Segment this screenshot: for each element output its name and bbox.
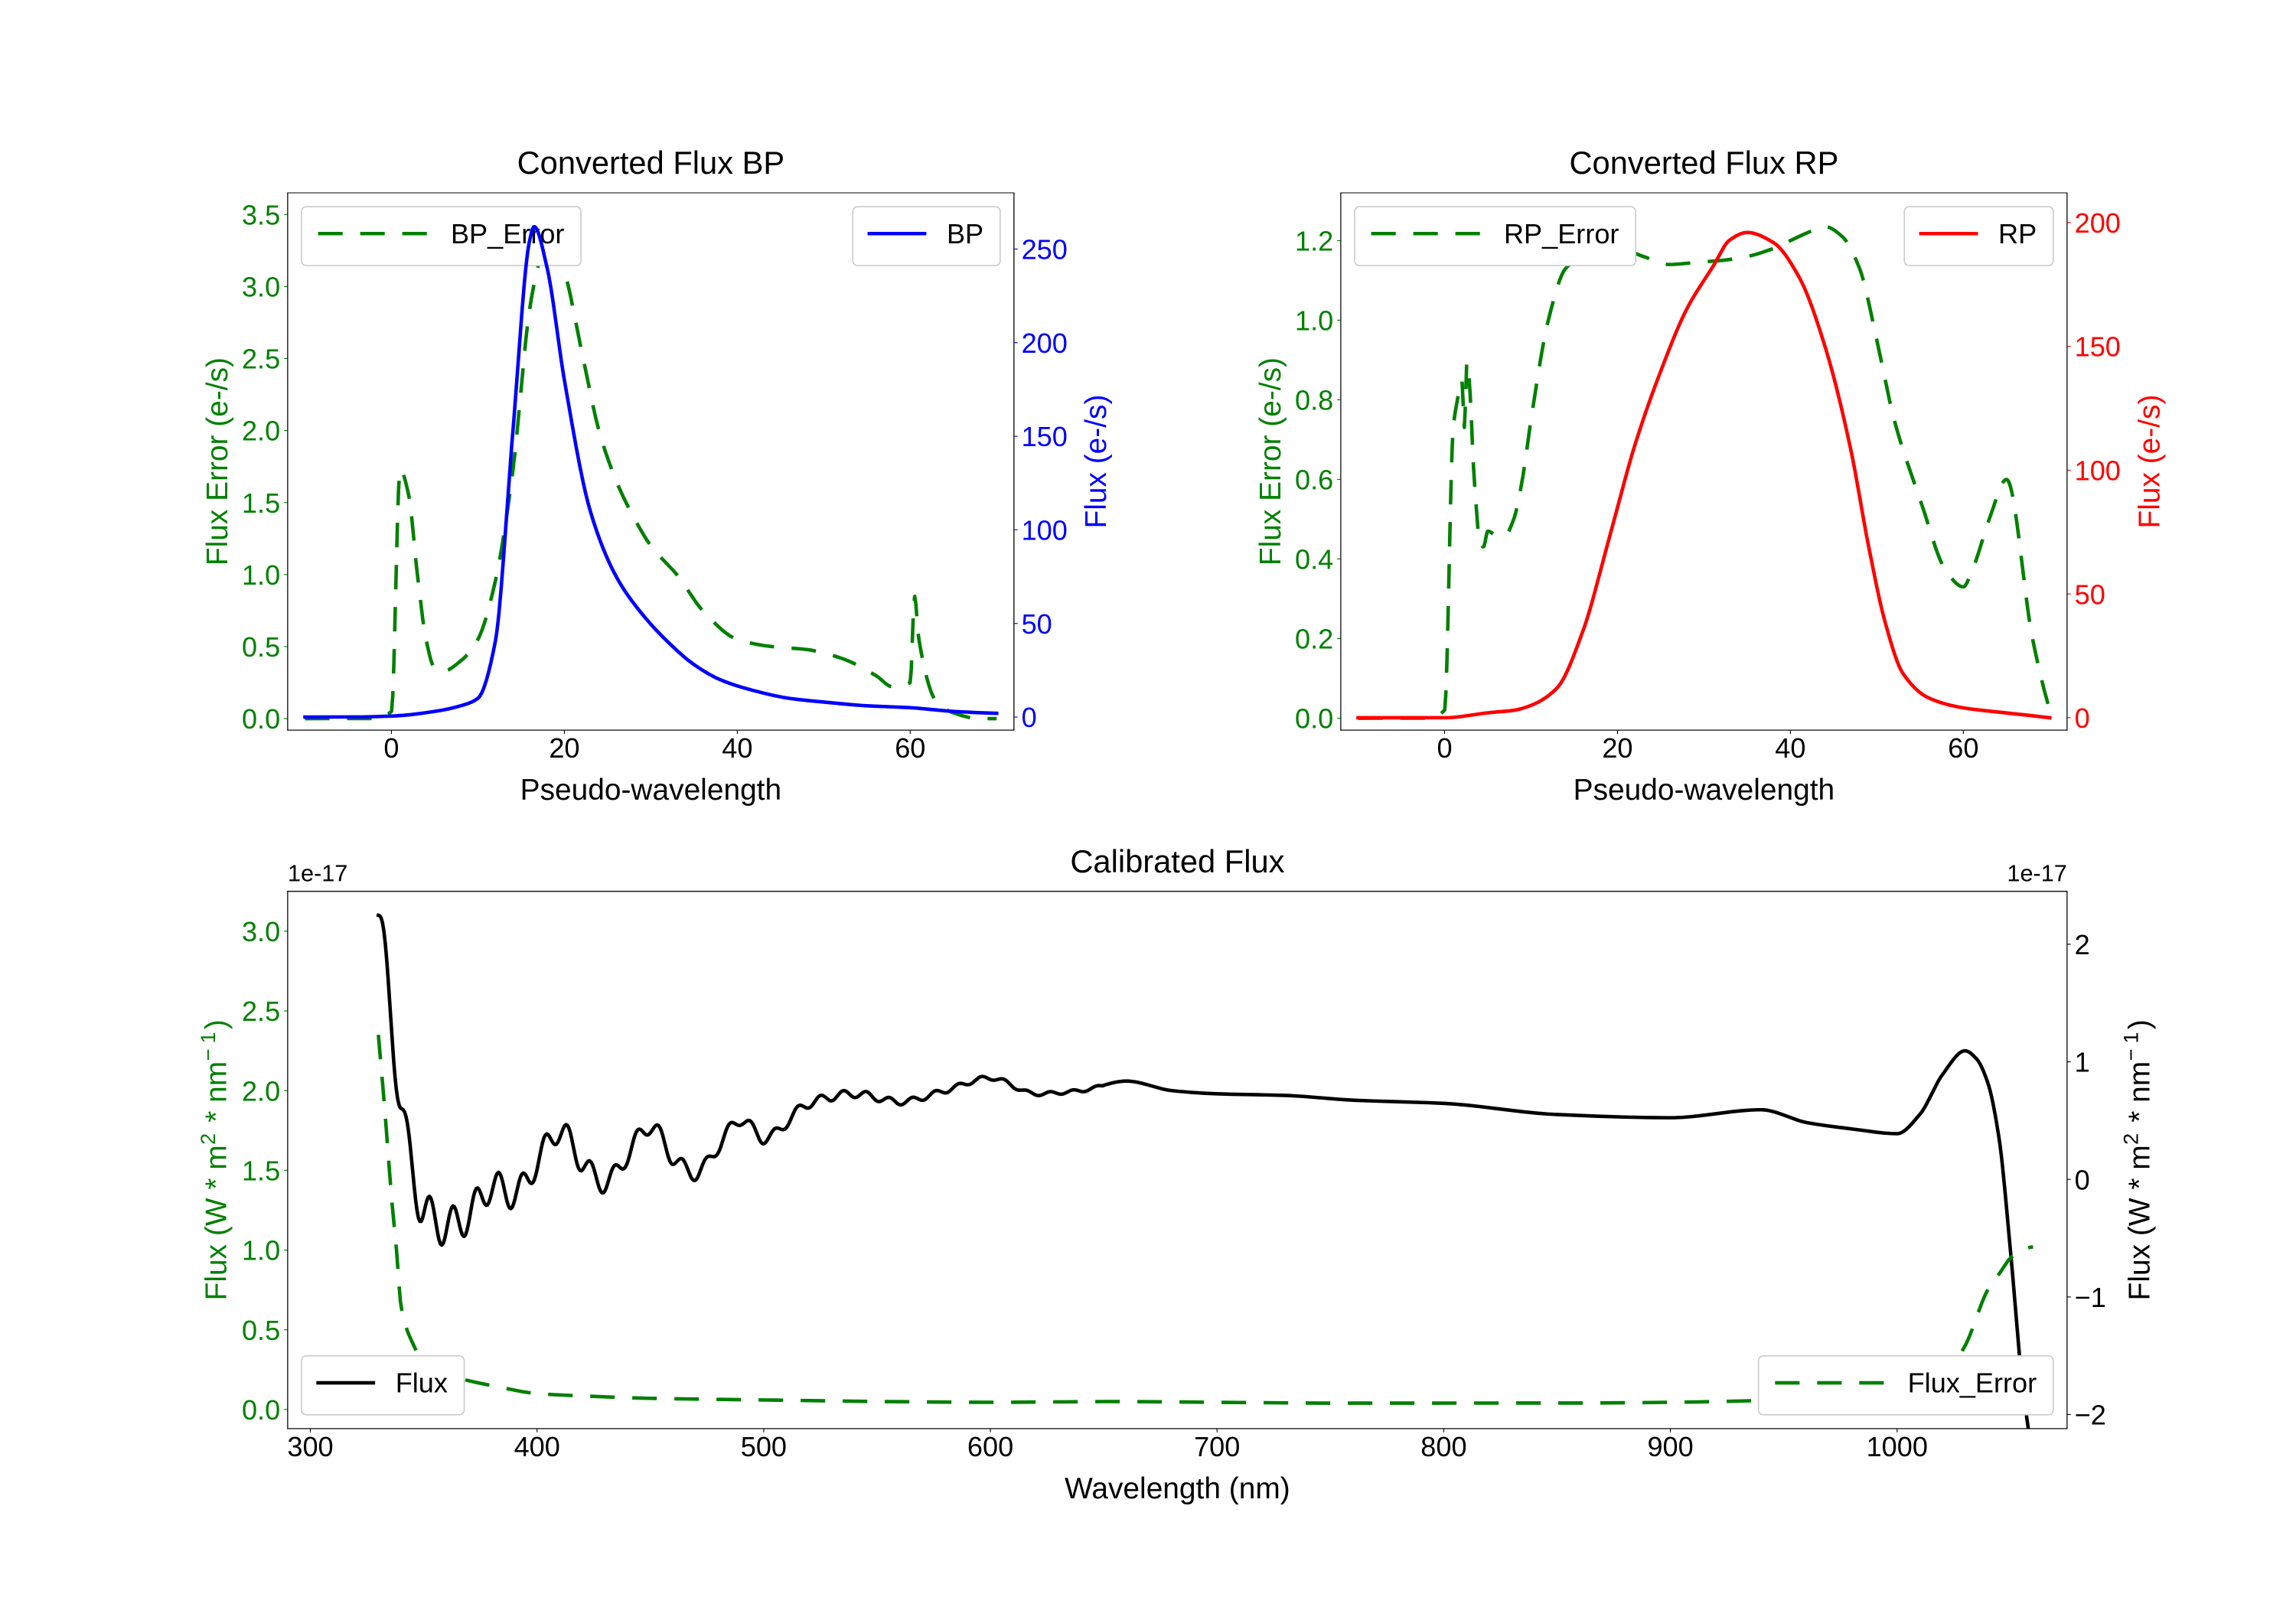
svg-text:20: 20 xyxy=(1602,732,1632,764)
svg-text:250: 250 xyxy=(1022,233,1068,265)
svg-text:0: 0 xyxy=(1022,702,1037,733)
svg-text:60: 60 xyxy=(895,732,925,764)
svg-text:0.5: 0.5 xyxy=(242,631,280,663)
svg-text:Flux Error (e-/s): Flux Error (e-/s) xyxy=(201,357,234,566)
svg-text:400: 400 xyxy=(514,1431,560,1462)
svg-text:1e-17: 1e-17 xyxy=(2007,859,2067,886)
svg-text:150: 150 xyxy=(2075,331,2121,363)
svg-text:Wavelength (nm): Wavelength (nm) xyxy=(1065,1472,1290,1505)
svg-text:Converted Flux RP: Converted Flux RP xyxy=(1569,145,1838,181)
svg-text:1.2: 1.2 xyxy=(1295,225,1333,256)
svg-text:1.5: 1.5 xyxy=(242,487,280,519)
svg-text:40: 40 xyxy=(1775,732,1805,764)
svg-text:1: 1 xyxy=(2075,1047,2090,1078)
svg-text:20: 20 xyxy=(549,732,579,764)
svg-text:Flux Error (e-/s): Flux Error (e-/s) xyxy=(1254,357,1287,566)
svg-text:100: 100 xyxy=(1022,514,1068,546)
svg-text:700: 700 xyxy=(1194,1431,1240,1462)
svg-text:2.5: 2.5 xyxy=(242,344,280,375)
svg-text:500: 500 xyxy=(741,1431,787,1462)
svg-text:0: 0 xyxy=(383,732,399,764)
svg-text:50: 50 xyxy=(2075,579,2105,610)
svg-text:F l u x: F l u x ( W * m * n m ) 2 − 1 xyxy=(196,1015,233,1300)
svg-text:1.0: 1.0 xyxy=(1295,305,1333,337)
svg-text:1e-17: 1e-17 xyxy=(288,859,347,886)
svg-text:−1: −1 xyxy=(2075,1282,2106,1313)
svg-text:800: 800 xyxy=(1420,1431,1466,1462)
svg-text:BP_Error: BP_Error xyxy=(451,218,564,249)
svg-text:Pseudo-wavelength: Pseudo-wavelength xyxy=(520,774,781,807)
svg-text:2.5: 2.5 xyxy=(242,996,280,1027)
svg-text:3.5: 3.5 xyxy=(242,199,280,230)
svg-text:0.5: 0.5 xyxy=(242,1315,280,1346)
svg-text:50: 50 xyxy=(1022,608,1052,640)
svg-text:1.0: 1.0 xyxy=(242,1235,280,1266)
svg-text:200: 200 xyxy=(2075,207,2121,239)
svg-text:0.0: 0.0 xyxy=(242,703,280,735)
svg-text:0.2: 0.2 xyxy=(1295,624,1333,655)
svg-text:1.0: 1.0 xyxy=(242,559,280,591)
svg-text:Converted Flux BP: Converted Flux BP xyxy=(517,145,785,181)
svg-text:Flux (e-/s): Flux (e-/s) xyxy=(2133,395,2166,529)
svg-text:Calibrated Flux: Calibrated Flux xyxy=(1070,843,1284,879)
svg-text:900: 900 xyxy=(1647,1431,1693,1462)
svg-text:2.0: 2.0 xyxy=(242,1075,280,1107)
svg-text:0.0: 0.0 xyxy=(1295,703,1333,735)
svg-text:RP: RP xyxy=(1998,218,2037,249)
svg-text:Flux (e-/s): Flux (e-/s) xyxy=(1080,395,1113,529)
svg-text:BP: BP xyxy=(947,218,983,249)
svg-text:1.5: 1.5 xyxy=(242,1155,280,1186)
svg-text:150: 150 xyxy=(1022,421,1068,452)
svg-text:−2: −2 xyxy=(2075,1400,2106,1431)
svg-text:Flux: Flux xyxy=(396,1367,448,1399)
svg-text:600: 600 xyxy=(967,1431,1013,1462)
svg-text:2: 2 xyxy=(2075,929,2090,960)
svg-text:0: 0 xyxy=(1437,732,1452,764)
svg-text:1000: 1000 xyxy=(1867,1431,1928,1462)
svg-text:40: 40 xyxy=(722,732,752,764)
svg-text:3.0: 3.0 xyxy=(242,271,280,302)
svg-text:3.0: 3.0 xyxy=(242,916,280,947)
svg-text:0.6: 0.6 xyxy=(1295,464,1333,496)
svg-text:300: 300 xyxy=(287,1431,333,1462)
svg-text:60: 60 xyxy=(1948,732,1978,764)
svg-text:0.4: 0.4 xyxy=(1295,544,1333,575)
svg-text:0.0: 0.0 xyxy=(242,1394,280,1426)
svg-text:Flux_Error: Flux_Error xyxy=(1908,1367,2037,1399)
svg-text:0.8: 0.8 xyxy=(1295,385,1333,416)
svg-text:200: 200 xyxy=(1022,328,1068,359)
svg-text:2.0: 2.0 xyxy=(242,416,280,447)
svg-text:0: 0 xyxy=(2075,1164,2090,1195)
svg-text:100: 100 xyxy=(2075,455,2121,486)
svg-text:Pseudo-wavelength: Pseudo-wavelength xyxy=(1574,774,1835,807)
svg-text:0: 0 xyxy=(2075,702,2090,734)
svg-text:F l u x: F l u x ( W * m * n m ) 2 − 1 xyxy=(2118,1015,2156,1300)
svg-text:RP_Error: RP_Error xyxy=(1504,218,1619,249)
